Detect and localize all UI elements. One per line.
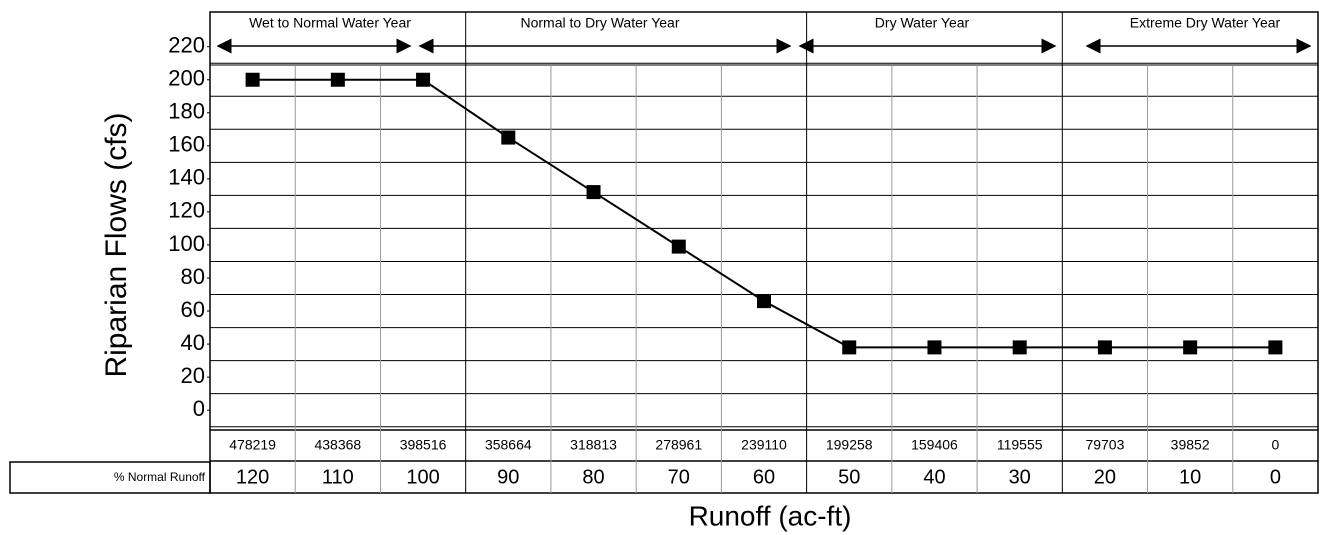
percent-label: 0 (1270, 466, 1281, 488)
x-tick-label: 0 (1271, 437, 1279, 453)
data-point (1268, 340, 1283, 355)
data-point (671, 239, 686, 254)
row-label: % Normal Runoff (114, 470, 206, 484)
percent-label: 20 (1094, 466, 1116, 488)
data-point (1097, 340, 1112, 355)
x-axis-label: Runoff (ac-ft) (689, 500, 852, 531)
y-tick-label: 40 (181, 330, 205, 355)
percent-label: 90 (497, 466, 519, 488)
data-point (757, 294, 771, 309)
y-tick-label: 0 (193, 396, 205, 421)
percent-label: 70 (668, 466, 690, 488)
y-tick-label: 120 (168, 198, 205, 223)
percent-label: 100 (406, 466, 439, 488)
percent-label: 10 (1179, 466, 1201, 488)
x-tick-label: 199258 (826, 437, 873, 453)
percent-label: 30 (1009, 466, 1031, 488)
data-point (842, 340, 857, 355)
y-tick-label: 220 (168, 33, 205, 58)
data-point (330, 72, 345, 87)
y-tick-label: 140 (168, 165, 205, 190)
y-axis-label: Riparian Flows (cfs) (100, 112, 133, 377)
x-tick-label: 358664 (485, 437, 532, 453)
x-tick-label: 398516 (400, 437, 447, 453)
range-label: Dry Water Year (875, 15, 970, 31)
percent-label: 120 (236, 466, 269, 488)
y-tick-label: 160 (168, 132, 205, 157)
data-point (245, 72, 260, 87)
range-label: Wet to Normal Water Year (249, 15, 411, 31)
x-tick-label: 239110 (741, 437, 787, 453)
data-point (1012, 340, 1027, 355)
y-tick-label: 60 (181, 297, 205, 322)
percent-label: 50 (838, 466, 860, 488)
x-tick-label: 39852 (1171, 437, 1210, 453)
data-point (501, 130, 516, 145)
x-tick-label: 79703 (1085, 437, 1124, 453)
data-point (927, 340, 942, 355)
x-tick-label: 438368 (314, 437, 361, 453)
x-tick-label: 478219 (229, 437, 276, 453)
percent-label: 110 (322, 466, 354, 488)
data-point (416, 72, 431, 87)
y-tick-label: 180 (168, 99, 205, 124)
range-label: Extreme Dry Water Year (1130, 15, 1281, 31)
y-tick-label: 20 (181, 363, 205, 388)
percent-label: 40 (923, 466, 945, 488)
x-tick-label: 119555 (997, 437, 1043, 453)
range-label: Normal to Dry Water Year (521, 15, 680, 31)
y-tick-label: 80 (181, 264, 205, 289)
x-tick-label: 318813 (570, 437, 617, 453)
data-point (586, 185, 601, 200)
data-point (1183, 340, 1198, 355)
percent-label: 80 (582, 466, 604, 488)
y-tick-label: 200 (168, 66, 205, 91)
y-tick-label: 100 (168, 231, 205, 256)
plot-frame (209, 11, 1319, 494)
x-tick-label: 159406 (911, 437, 958, 453)
x-tick-label: 278961 (655, 437, 702, 453)
percent-label: 60 (753, 466, 775, 488)
